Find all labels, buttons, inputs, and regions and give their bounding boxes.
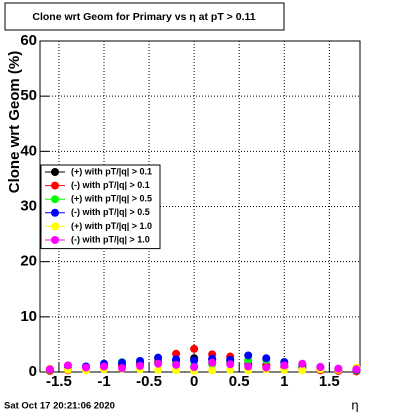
chart-title: Clone wrt Geom for Primary vs η at pT > … xyxy=(32,11,255,23)
data-point xyxy=(172,366,181,375)
y-tick-label: 20 xyxy=(20,253,37,270)
data-point xyxy=(244,362,253,371)
x-tick-label: 0 xyxy=(190,373,198,390)
data-point xyxy=(226,360,235,369)
data-point xyxy=(190,344,199,353)
data-point xyxy=(45,365,54,374)
data-point xyxy=(262,354,271,363)
data-point xyxy=(118,358,127,367)
x-tick-label: -1.5 xyxy=(46,373,72,390)
x-tick-label: -1 xyxy=(97,373,110,390)
data-point xyxy=(172,349,181,358)
legend-label: (-) with pT/|q| > 0.5 xyxy=(71,207,150,217)
y-tick-label: 60 xyxy=(20,32,37,49)
data-point xyxy=(244,351,253,360)
legend-marker xyxy=(51,168,59,176)
timestamp: Sat Oct 17 20:21:06 2020 xyxy=(4,401,115,412)
legend-label: (+) with pT/|q| > 1.0 xyxy=(71,221,152,231)
legend-box xyxy=(40,164,161,250)
data-point xyxy=(298,359,307,368)
data-point xyxy=(280,361,289,370)
data-point xyxy=(262,363,271,372)
x-tick-label: 0.5 xyxy=(229,373,250,390)
y-tick-label: 50 xyxy=(20,87,37,104)
legend-label: (-) with pT/|q| > 1.0 xyxy=(71,234,150,244)
data-point xyxy=(208,366,217,375)
data-point xyxy=(352,365,361,374)
data-point xyxy=(81,363,90,372)
legend-marker xyxy=(51,222,59,231)
x-tick-label: 1 xyxy=(280,373,288,390)
legend-label: (-) with pT/|q| > 0.1 xyxy=(71,180,150,190)
legend-marker xyxy=(51,208,59,217)
data-point xyxy=(172,360,181,369)
data-point xyxy=(316,363,325,372)
plot-area: 0 10 20 30 40 50 60 -1.5 -1 -0.5 0 0.5 1 1.5 (+) with … xyxy=(20,32,361,390)
data-point xyxy=(154,353,163,362)
data-point xyxy=(334,364,343,373)
legend-marker xyxy=(51,236,59,244)
data-point xyxy=(208,358,217,367)
data-point xyxy=(226,365,235,374)
data-point xyxy=(154,359,163,368)
data-point xyxy=(190,356,199,365)
data-point xyxy=(100,362,108,371)
legend-label: (+) with pT/|q| > 0.1 xyxy=(71,166,152,176)
legend-label: (+) with pT/|q| > 0.5 xyxy=(71,194,152,204)
data-point xyxy=(118,364,127,373)
x-axis-label: η xyxy=(351,397,358,412)
data-point xyxy=(136,361,145,370)
y-axis-label: Clone wrt Geom (%) xyxy=(6,51,23,194)
legend-marker xyxy=(51,181,59,190)
data-point xyxy=(63,361,72,370)
data-point xyxy=(172,355,181,364)
y-tick-label: 0 xyxy=(29,363,37,380)
data-point xyxy=(154,365,163,374)
x-tick-label: 1.5 xyxy=(319,373,340,390)
title-box xyxy=(4,2,285,31)
y-tick-label: 10 xyxy=(20,308,37,325)
x-tick-label: -0.5 xyxy=(136,373,162,390)
data-point xyxy=(190,363,199,372)
data-point xyxy=(298,366,307,375)
y-tick-label: 40 xyxy=(20,142,37,159)
legend-marker xyxy=(51,195,59,204)
y-tick-label: 30 xyxy=(20,197,37,214)
